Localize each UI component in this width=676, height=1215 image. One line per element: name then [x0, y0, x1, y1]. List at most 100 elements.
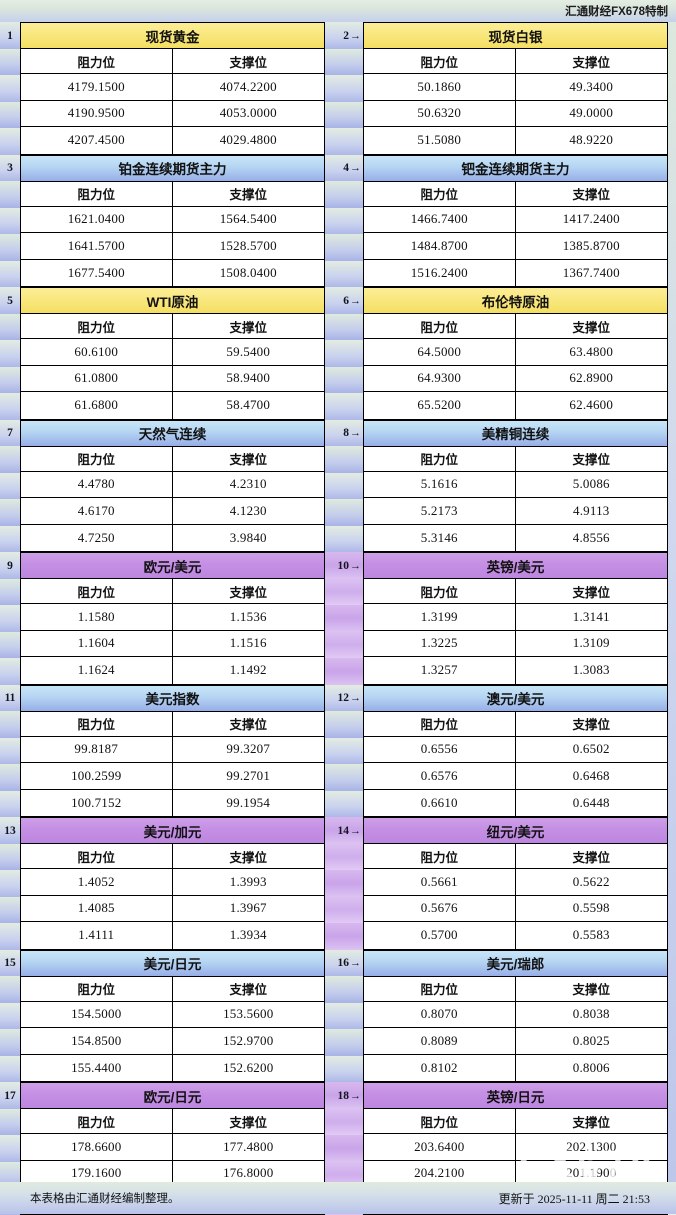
table-row: 0.5676 0.5598: [364, 895, 667, 922]
row-header-middle[interactable]: 8 →: [325, 419, 363, 552]
cell-support: 0.6468: [515, 763, 667, 790]
cell-support: 152.9700: [172, 1028, 324, 1055]
right-margin: [668, 685, 676, 818]
column-header-row: 阻力位 支撑位: [364, 181, 667, 207]
cell-resistance: 0.5661: [364, 869, 516, 896]
cell-support: 1.1516: [172, 630, 324, 657]
row-header-left[interactable]: 13: [0, 817, 20, 950]
header-resistance: 阻力位: [364, 976, 516, 1002]
row-header-left[interactable]: 9: [0, 552, 20, 685]
header-resistance: 阻力位: [21, 711, 173, 737]
cell-support: 4.1230: [172, 498, 324, 525]
cell-support: 99.3207: [172, 736, 324, 763]
panel-title: 英镑/日元: [364, 1083, 667, 1109]
cell-resistance: 100.7152: [21, 789, 173, 816]
row-number-5: 5: [7, 294, 13, 307]
cell-support: 1367.7400: [515, 259, 667, 286]
row-header-middle[interactable]: 12 →: [325, 684, 363, 817]
cell-support: 5.0086: [515, 471, 667, 498]
right-margin: [668, 155, 676, 288]
row-header-left[interactable]: 7: [0, 419, 20, 552]
gutter-stripes: [325, 552, 363, 685]
table-row: 61.0800 58.9400: [21, 365, 324, 392]
cell-support: 1417.2400: [515, 206, 667, 233]
right-margin: [668, 420, 676, 553]
table-row: 1516.2400 1367.7400: [364, 259, 667, 286]
cell-resistance: 51.5080: [364, 127, 516, 154]
cell-support: 1.3083: [515, 657, 667, 684]
row-header-left[interactable]: 1: [0, 22, 20, 155]
row-header-middle[interactable]: 14 →: [325, 817, 363, 950]
cell-resistance: 4207.4500: [21, 127, 173, 154]
cell-resistance: 61.6800: [21, 392, 173, 419]
row-header-middle[interactable]: 2 →: [325, 22, 363, 155]
row-header-left[interactable]: 5: [0, 287, 20, 420]
gutter-stripes: [325, 287, 363, 420]
header-resistance: 阻力位: [364, 1109, 516, 1134]
table-row: 1621.0400 1564.5400: [21, 206, 324, 233]
column-header-row: 阻力位 支撑位: [364, 579, 667, 604]
right-margin: [668, 817, 676, 950]
cell-support: 202.1300: [515, 1134, 667, 1161]
panel-title: 钯金连续期货主力: [364, 155, 667, 182]
cell-resistance: 1466.7400: [364, 206, 516, 233]
row-number-12: 12 →: [337, 692, 362, 704]
row-header-middle[interactable]: 16 →: [325, 949, 363, 1082]
cell-support: 1.3967: [172, 895, 324, 922]
cell-resistance: 155.4400: [21, 1054, 173, 1081]
cell-support: 1.3934: [172, 922, 324, 949]
row-header-middle[interactable]: 4 →: [325, 154, 363, 287]
cell-support: 4.9113: [515, 498, 667, 525]
panel-row: 3 铂金连续期货主力 阻力位 支撑位 1621.0400 1564.5400 1641.57…: [0, 154, 676, 288]
cell-support: 0.5598: [515, 895, 667, 922]
header-support: 支撑位: [172, 844, 324, 869]
cell-resistance: 64.9300: [364, 365, 516, 392]
panel-title: WTI原油: [21, 288, 324, 314]
column-header-row: 阻力位 支撑位: [364, 446, 667, 472]
row-header-middle[interactable]: 6 →: [325, 287, 363, 420]
table-row: 4.7250 3.9840: [21, 524, 324, 551]
cell-resistance: 0.5676: [364, 895, 516, 922]
table-row: 1484.8700 1385.8700: [364, 233, 667, 260]
table-row: 1.1604 1.1516: [21, 630, 324, 657]
row-header-left[interactable]: 17: [0, 1082, 20, 1215]
row-header-middle[interactable]: 10 →: [325, 552, 363, 685]
quote-panel-4: 钯金连续期货主力 阻力位 支撑位 1466.7400 1417.2400 1484.870…: [363, 154, 668, 287]
quote-panel-7: 天然气连续 阻力位 支撑位 4.4780 4.2310 4.6170 4.1230 4.725…: [20, 419, 325, 552]
column-header-row: 阻力位 支撑位: [21, 579, 324, 604]
cell-resistance: 0.6576: [364, 763, 516, 790]
arrow-right-icon: →: [350, 824, 361, 837]
cell-support: 1508.0400: [172, 259, 324, 286]
panel-title: 布伦特原油: [364, 288, 667, 314]
row-number-8: 8 →: [343, 427, 361, 439]
row-number-10: 10 →: [337, 559, 362, 572]
row-header-left[interactable]: 15: [0, 949, 20, 1082]
cell-support: 4074.2200: [172, 74, 324, 101]
row-header-left[interactable]: 3: [0, 154, 20, 287]
cell-support: 1.3993: [172, 869, 324, 896]
cell-support: 0.8025: [515, 1028, 667, 1055]
cell-resistance: 1.4052: [21, 869, 173, 896]
arrow-right-icon: →: [350, 162, 361, 174]
panel-row: 7 天然气连续 阻力位 支撑位 4.4780 4.2310 4.6170 4.1230 4.72…: [0, 419, 676, 553]
table-row: 1.1624 1.1492: [21, 657, 324, 684]
cell-resistance: 0.8089: [364, 1028, 516, 1055]
panel-title: 英镑/美元: [364, 553, 667, 579]
cell-resistance: 5.3146: [364, 524, 516, 551]
table-row: 0.6610 0.6448: [364, 789, 667, 816]
cell-resistance: 203.6400: [364, 1134, 516, 1161]
row-header-left[interactable]: 11: [0, 684, 20, 817]
header-resistance: 阻力位: [21, 446, 173, 472]
cell-resistance: 65.5200: [364, 392, 516, 419]
cell-resistance: 1.3257: [364, 657, 516, 684]
column-header-row: 阻力位 支撑位: [21, 181, 324, 207]
cell-resistance: 154.8500: [21, 1028, 173, 1055]
panel-title: 美精铜连续: [364, 420, 667, 447]
cell-support: 0.5583: [515, 922, 667, 949]
header-support: 支撑位: [515, 181, 667, 207]
footer-bar: 本表格由汇通财经编制整理。 更新于 2025-11-11 周二 21:53: [0, 1182, 676, 1214]
column-header-row: 阻力位 支撑位: [21, 49, 324, 74]
table-row: 5.1616 5.0086: [364, 471, 667, 498]
row-number-6: 6 →: [343, 294, 361, 307]
table-row: 178.6600 177.4800: [21, 1134, 324, 1161]
